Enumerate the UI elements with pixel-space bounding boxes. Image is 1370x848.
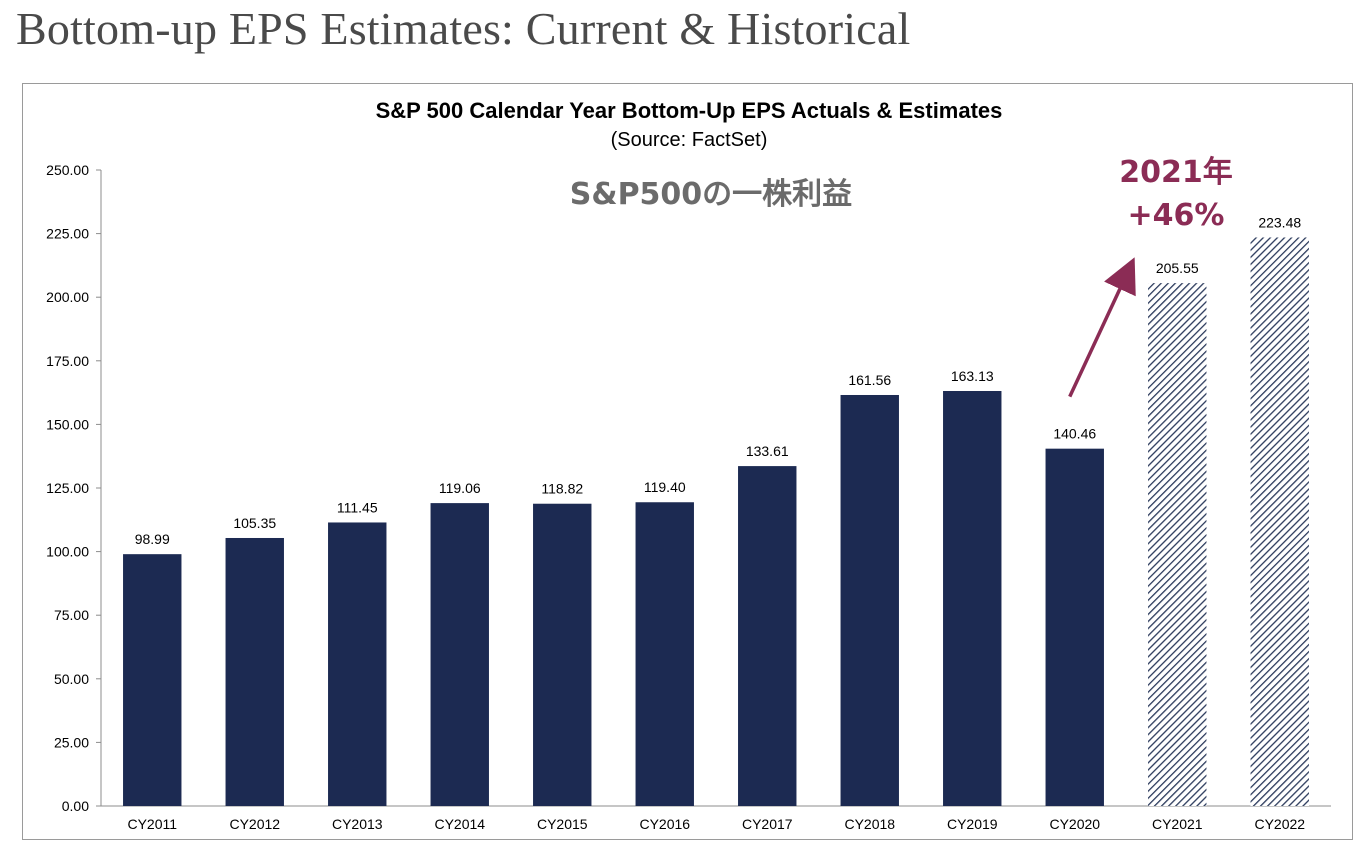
data-label-cy2012: 105.35 bbox=[233, 515, 276, 531]
y-tick-label: 75.00 bbox=[54, 607, 89, 623]
y-tick-label: 225.00 bbox=[46, 226, 89, 242]
x-tick-label: CY2018 bbox=[844, 816, 895, 832]
data-label-cy2018: 161.56 bbox=[848, 372, 891, 388]
x-tick-label: CY2012 bbox=[229, 816, 280, 832]
y-tick-label: 125.00 bbox=[46, 480, 89, 496]
bar-cy2020 bbox=[1045, 448, 1104, 806]
data-label-cy2015: 118.82 bbox=[541, 481, 583, 497]
eps-bar-chart: S&P 500 Calendar Year Bottom-Up EPS Actu… bbox=[46, 98, 1331, 832]
data-label-cy2016: 119.40 bbox=[644, 479, 686, 495]
x-tick-label: CY2013 bbox=[332, 816, 383, 832]
y-tick-label: 0.00 bbox=[62, 798, 89, 814]
y-tick-label: 100.00 bbox=[46, 544, 89, 560]
y-tick-label: 200.00 bbox=[46, 289, 89, 305]
bar-cy2016 bbox=[635, 502, 694, 806]
bar-cy2017 bbox=[738, 466, 797, 806]
bar-cy2012 bbox=[225, 537, 284, 806]
y-tick-label: 175.00 bbox=[46, 353, 89, 369]
bar-cy2015 bbox=[533, 503, 592, 806]
y-tick-label: 250.00 bbox=[46, 162, 89, 178]
annotation-growth-label: +46% bbox=[1128, 198, 1225, 233]
growth-arrow bbox=[1068, 257, 1136, 398]
annotation-year-label: 2021年 bbox=[1119, 155, 1233, 190]
x-tick-label: CY2022 bbox=[1254, 816, 1305, 832]
bar-cy2013 bbox=[328, 522, 387, 806]
data-label-cy2019: 163.13 bbox=[951, 368, 994, 384]
x-tick-label: CY2021 bbox=[1152, 816, 1203, 832]
data-label-cy2013: 111.45 bbox=[337, 499, 378, 515]
x-tick-label: CY2011 bbox=[127, 816, 177, 832]
chart-title: S&P 500 Calendar Year Bottom-Up EPS Actu… bbox=[376, 98, 1003, 123]
bar-cy2022 bbox=[1250, 237, 1309, 807]
data-label-cy2022: 223.48 bbox=[1258, 214, 1301, 230]
y-tick-label: 150.00 bbox=[46, 416, 89, 432]
data-label-cy2020: 140.46 bbox=[1053, 426, 1096, 442]
bar-cy2011 bbox=[123, 554, 182, 806]
x-tick-label: CY2014 bbox=[434, 816, 485, 832]
x-tick-label: CY2017 bbox=[742, 816, 793, 832]
data-label-cy2011: 98.99 bbox=[135, 531, 170, 547]
overlay-label: S&P500の一株利益 bbox=[570, 177, 852, 212]
x-tick-label: CY2019 bbox=[947, 816, 998, 832]
y-tick-label: 25.00 bbox=[54, 734, 89, 750]
data-label-cy2021: 205.55 bbox=[1156, 260, 1199, 276]
page-title: Bottom-up EPS Estimates: Current & Histo… bbox=[16, 3, 911, 54]
bar-cy2021 bbox=[1148, 283, 1207, 806]
x-tick-label: CY2015 bbox=[537, 816, 588, 832]
x-tick-label: CY2020 bbox=[1049, 816, 1100, 832]
bar-cy2014 bbox=[430, 503, 489, 806]
chart-frame: S&P 500 Calendar Year Bottom-Up EPS Actu… bbox=[22, 83, 1353, 840]
data-label-cy2017: 133.61 bbox=[746, 443, 789, 459]
bar-cy2019 bbox=[943, 390, 1002, 806]
y-tick-label: 50.00 bbox=[54, 671, 89, 687]
chart-subtitle: (Source: FactSet) bbox=[611, 129, 768, 151]
x-tick-label: CY2016 bbox=[639, 816, 690, 832]
data-label-cy2014: 119.06 bbox=[439, 480, 481, 496]
bar-cy2018 bbox=[840, 394, 899, 806]
